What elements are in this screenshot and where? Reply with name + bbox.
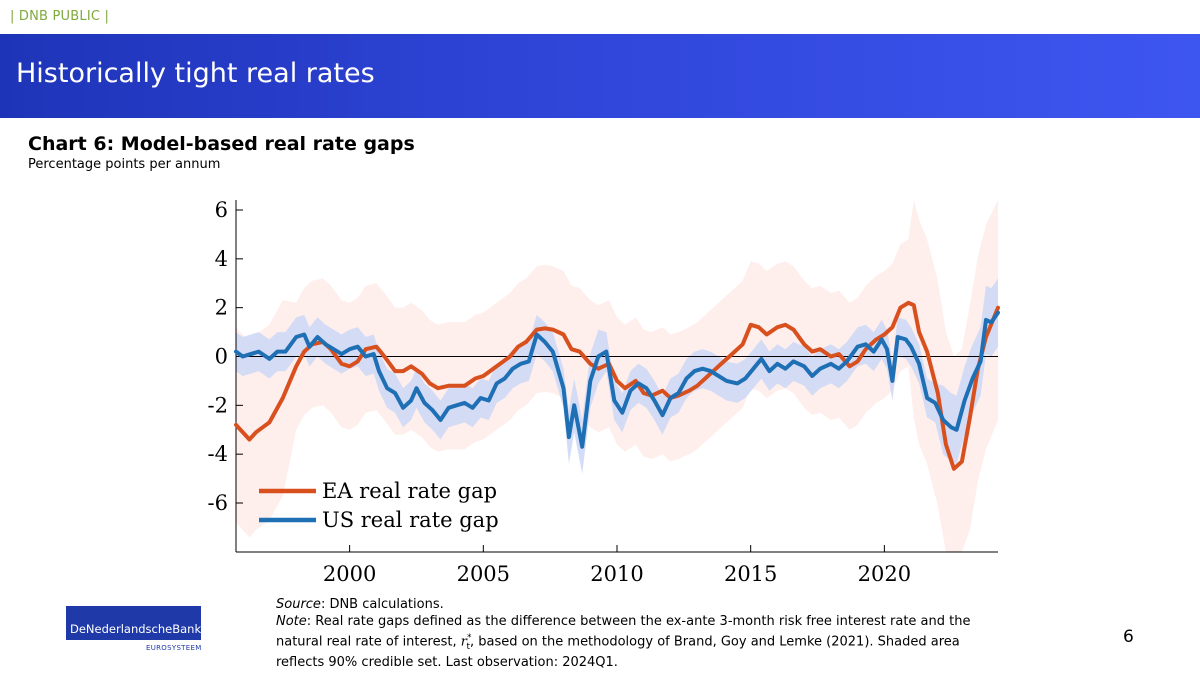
y-tick-label: 2 (215, 296, 228, 320)
x-tick-label: 2010 (590, 562, 643, 586)
source-line: Source: DNB calculations. (276, 597, 996, 614)
legend-ea-label: EA real rate gap (322, 479, 497, 503)
y-tick-label: -4 (208, 442, 228, 466)
series-lines (234, 300, 1000, 471)
ea-real-rate-gap-line (234, 300, 1000, 471)
y-tick-label: 6 (215, 198, 228, 222)
chart-subtitle: Percentage points per annum (28, 157, 221, 172)
slide-title: Historically tight real rates (16, 58, 375, 89)
note-sub: t (466, 641, 470, 652)
x-tick-label: 2005 (457, 562, 510, 586)
credible-set-bands (236, 200, 998, 552)
note-sup: * (466, 633, 472, 643)
title-banner (0, 34, 1200, 118)
legend-us-label: US real rate gap (322, 508, 499, 532)
note-text-1: : Real rate gaps defined as the differen… (276, 613, 971, 650)
ea-credible-band (236, 200, 998, 552)
x-tick-label: 2000 (323, 562, 376, 586)
y-tick-label: 4 (215, 247, 228, 271)
us-credible-band (236, 278, 998, 474)
logo-name: DeNederlandscheBank (70, 622, 202, 636)
chart-axes: 6 4 2 0 -2 -4 -6 2000 2005 2010 2015 2020 (208, 198, 998, 586)
note-label: Note (276, 613, 307, 629)
classification-tag: | DNB PUBLIC | (10, 9, 110, 24)
x-tick-label: 2015 (724, 562, 777, 586)
page-number: 6 (1123, 627, 1134, 647)
note-symbol: r (460, 634, 467, 650)
y-tick-label: 0 (215, 345, 228, 369)
source-label: Source (276, 597, 321, 612)
source-text: : DNB calculations. (320, 597, 444, 612)
note-line: Note: Real rate gaps defined as the diff… (276, 614, 996, 672)
chart-notes: Source: DNB calculations. Note: Real rat… (276, 597, 996, 672)
chart-legend: EA real rate gap US real rate gap (259, 479, 499, 532)
us-real-rate-gap-line (234, 310, 1000, 449)
y-tick-label: -2 (208, 393, 228, 417)
chart-title: Chart 6: Model-based real rate gaps (28, 133, 415, 155)
dnb-logo (66, 606, 201, 640)
x-tick-label: 2020 (858, 562, 911, 586)
note-text-2: , based on the methodology of Brand, Goy… (276, 634, 960, 671)
logo-eurosysteem: EUROSYSTEEM (146, 644, 202, 652)
y-tick-label: -6 (208, 491, 228, 515)
